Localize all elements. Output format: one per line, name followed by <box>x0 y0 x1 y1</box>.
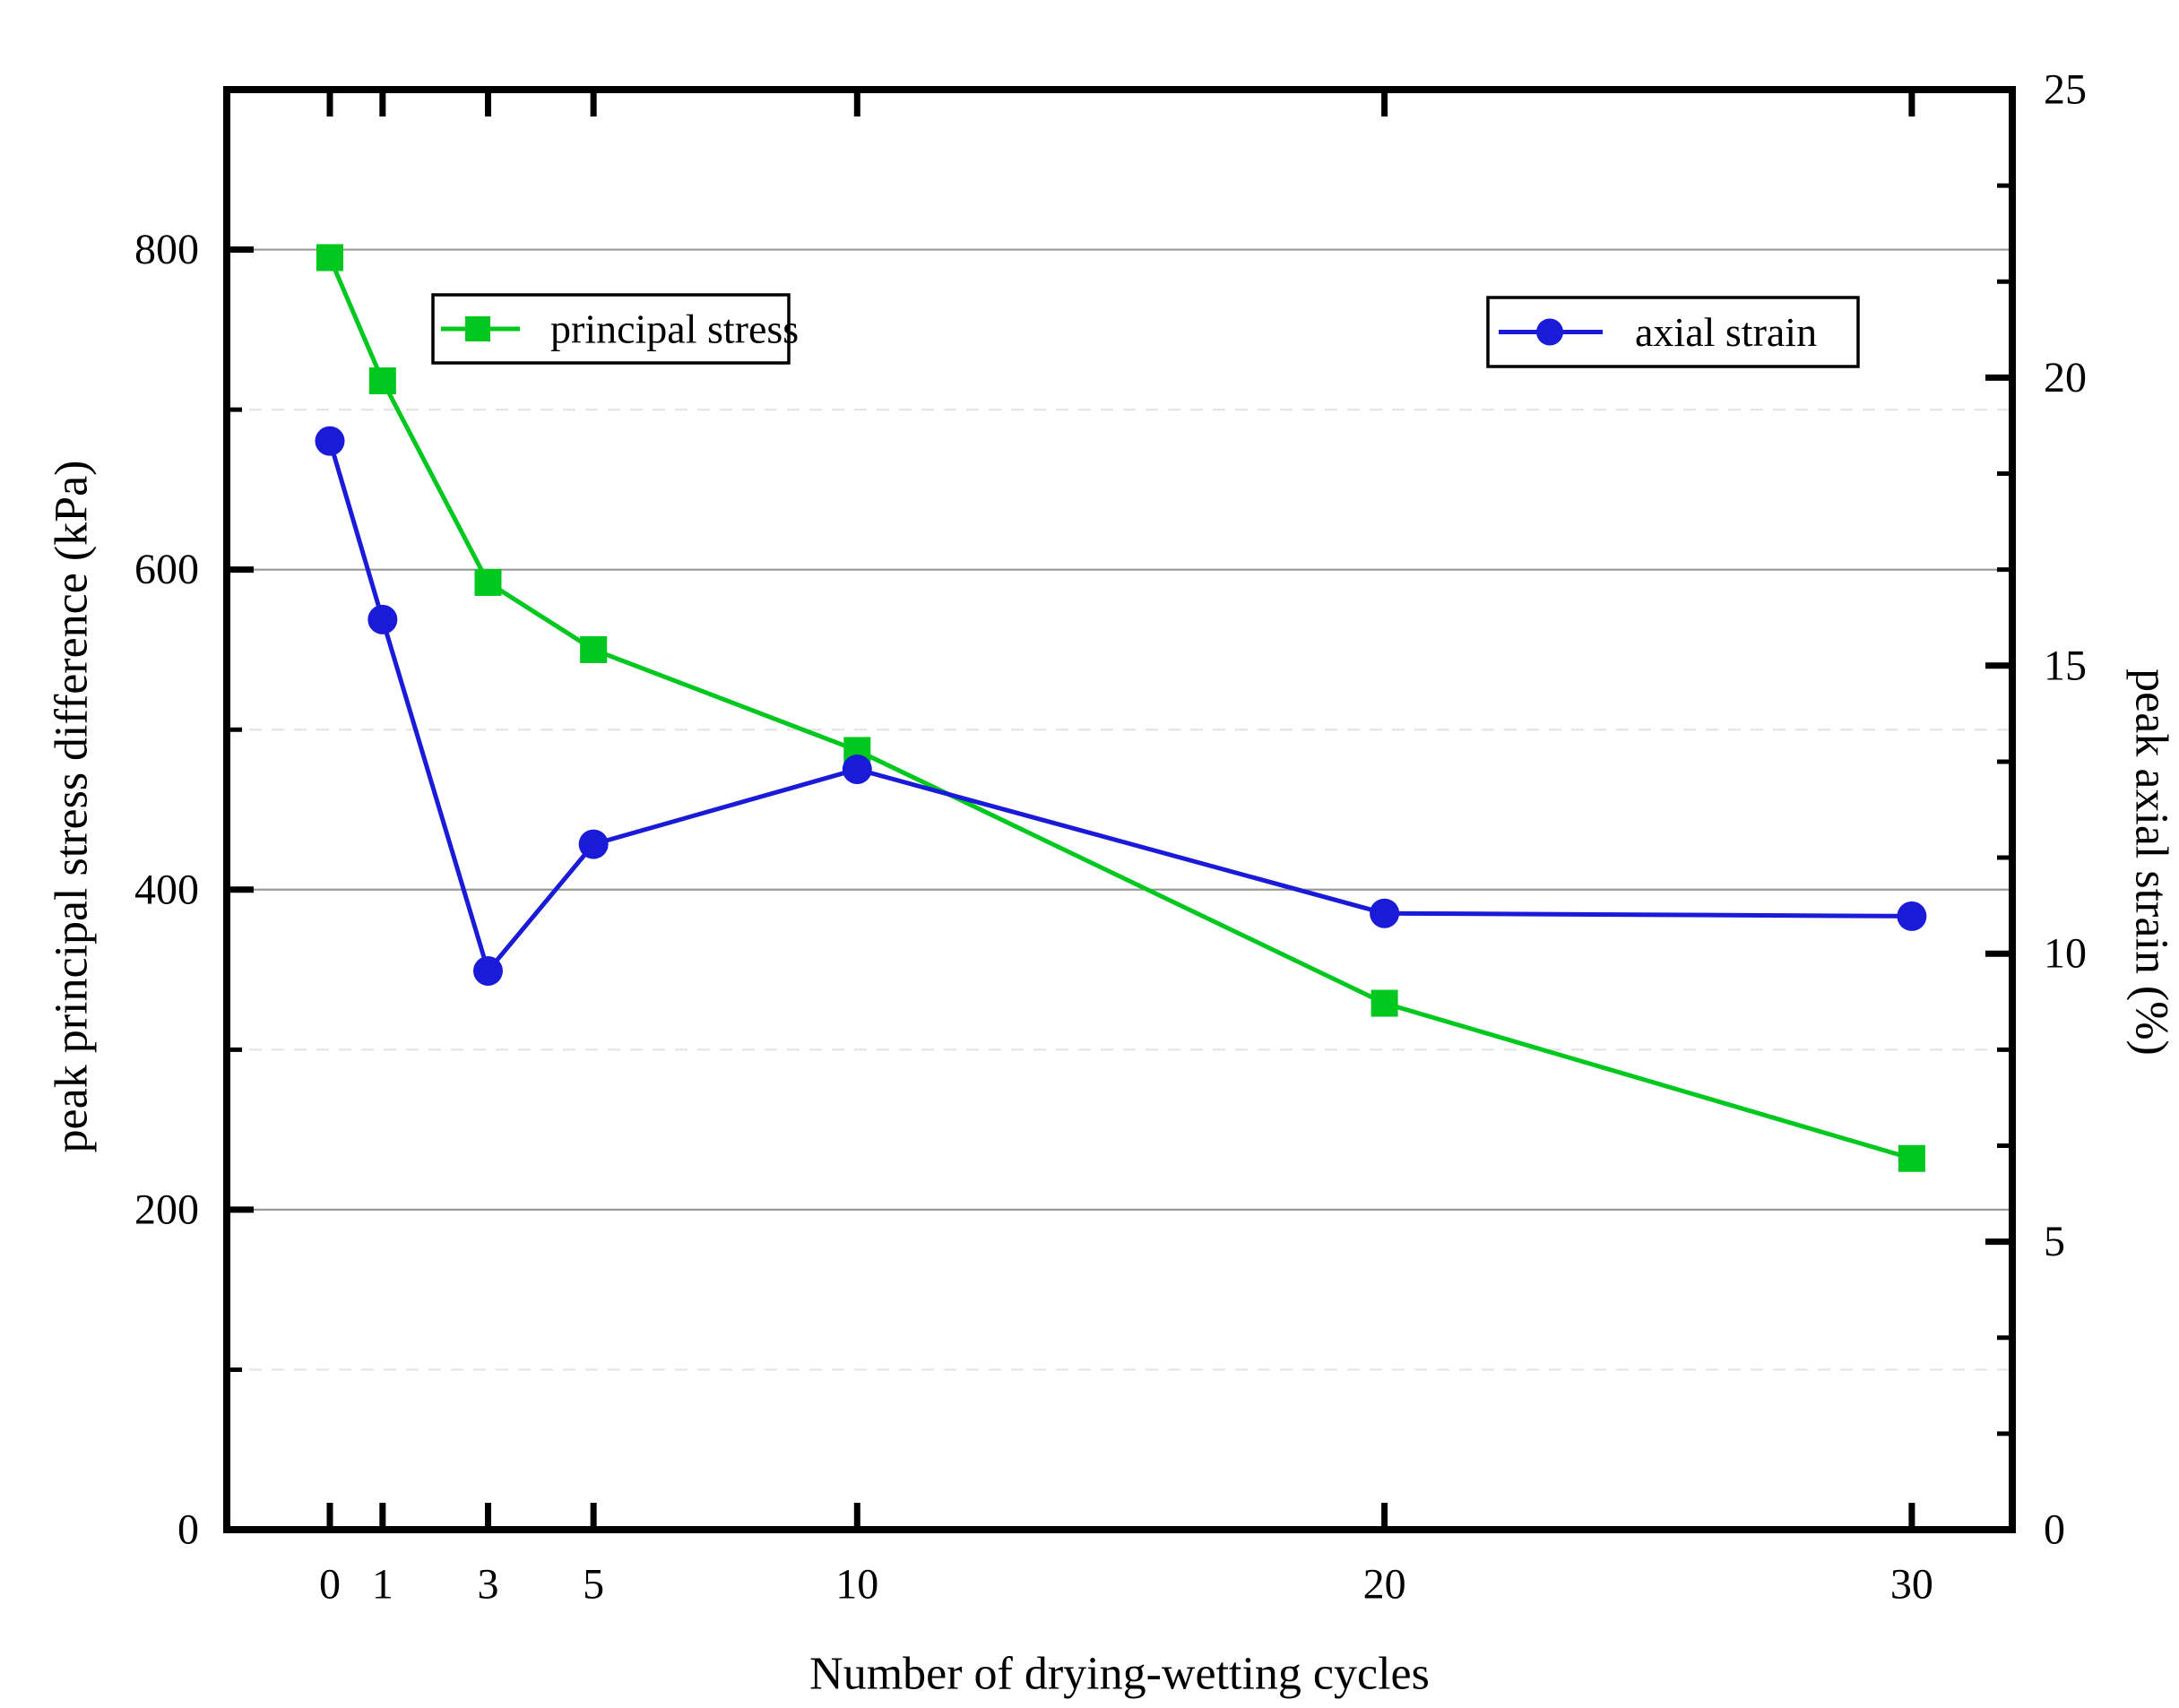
left-axis-title: peak principal stress difference (kPa) <box>47 461 98 1153</box>
legend-square-marker-icon <box>465 316 490 341</box>
plot-frame <box>223 86 2016 1533</box>
left-tick-label: 600 <box>134 546 199 593</box>
data-point-square <box>316 244 343 272</box>
data-point-circle <box>578 829 609 859</box>
legend-label: axial strain <box>1635 309 1817 355</box>
x-tick-label: 3 <box>477 1561 498 1609</box>
data-point-square <box>474 568 502 596</box>
data-point-circle <box>472 955 503 986</box>
data-point-circle <box>842 755 872 785</box>
data-point-square <box>1898 1144 1925 1172</box>
x-tick-label: 0 <box>319 1561 341 1609</box>
left-tick-label: 800 <box>134 226 199 273</box>
x-tick-label: 10 <box>835 1561 878 1609</box>
legend-label: principal stress <box>550 306 799 352</box>
data-point-circle <box>367 604 398 634</box>
x-tick-label: 20 <box>1363 1561 1406 1609</box>
x-axis-title: Number of drying-wetting cycles <box>809 1649 1430 1700</box>
x-tick-label: 5 <box>583 1561 604 1609</box>
left-tick-label: 400 <box>134 866 199 913</box>
right-tick-label: 10 <box>2044 930 2087 978</box>
right-tick-label: 25 <box>2044 66 2087 114</box>
data-point-circle <box>1370 898 1400 928</box>
right-tick-label: 0 <box>2044 1506 2065 1554</box>
data-point-circle <box>315 426 345 456</box>
x-tick-label: 1 <box>372 1561 393 1609</box>
right-axis-title: peak axial strain (%) <box>2126 669 2177 1056</box>
data-point-square <box>1371 989 1398 1017</box>
data-point-square <box>368 367 396 394</box>
left-tick-label: 200 <box>134 1186 199 1233</box>
series-line-principal-stress <box>327 256 1913 1161</box>
data-point-square <box>580 635 608 663</box>
right-tick-label: 5 <box>2044 1218 2065 1265</box>
x-tick-label: 30 <box>1890 1561 1933 1609</box>
right-tick-label: 15 <box>2044 642 2087 689</box>
right-tick-label: 20 <box>2044 354 2087 401</box>
legend-circle-marker-icon <box>1536 318 1563 346</box>
data-point-circle <box>1897 901 1927 931</box>
series-line-axial-strain <box>327 440 1912 976</box>
left-tick-label: 0 <box>177 1506 199 1554</box>
